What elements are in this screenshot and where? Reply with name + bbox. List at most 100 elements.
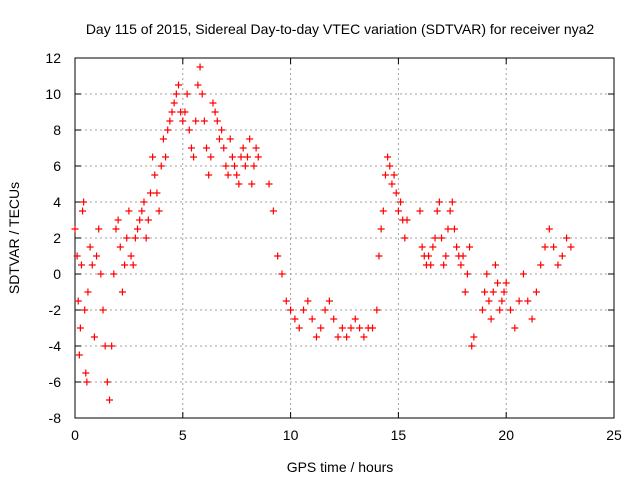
data-point — [468, 342, 476, 350]
data-point — [105, 396, 113, 404]
data-point — [75, 351, 83, 359]
y-tick-label: 0 — [53, 266, 61, 282]
chart-title: Day 115 of 2015, Sidereal Day-to-day VTE… — [86, 21, 595, 37]
data-point — [347, 324, 355, 332]
x-tick-label: 5 — [179, 427, 187, 443]
data-point — [83, 378, 91, 386]
data-point — [73, 252, 81, 260]
data-point — [250, 162, 258, 170]
data-point — [481, 288, 489, 296]
y-axis-label: SDTVAR / TECUs — [6, 182, 22, 294]
data-point — [369, 324, 377, 332]
y-tick-label: -2 — [49, 302, 62, 318]
x-tick-label: 20 — [498, 427, 514, 443]
data-point — [235, 180, 243, 188]
data-point — [300, 306, 308, 314]
data-point — [153, 189, 161, 197]
data-point — [149, 153, 157, 161]
y-tick-label: 8 — [53, 122, 61, 138]
data-point — [491, 261, 499, 269]
data-point — [444, 225, 452, 233]
data-point — [338, 324, 346, 332]
data-point — [321, 306, 329, 314]
data-point — [388, 180, 396, 188]
data-point — [453, 243, 461, 251]
data-point — [330, 315, 338, 323]
data-point — [164, 126, 172, 134]
data-point — [76, 324, 84, 332]
data-point — [192, 117, 200, 125]
data-point — [112, 225, 120, 233]
data-point — [127, 252, 135, 260]
data-point — [483, 270, 491, 278]
data-point — [485, 297, 493, 305]
data-point — [159, 135, 167, 143]
data-point — [248, 180, 256, 188]
data-point — [461, 288, 469, 296]
data-point — [274, 252, 282, 260]
data-point — [101, 342, 109, 350]
data-point — [114, 216, 122, 224]
data-point — [168, 108, 176, 116]
data-point — [519, 270, 527, 278]
y-tick-label: 6 — [53, 158, 61, 174]
data-point — [88, 261, 96, 269]
data-point — [528, 315, 536, 323]
axis-ticks: 0 5 10 15 20 25 -8 -6 -4 -2 0 2 4 6 8 10 12 — [45, 50, 622, 443]
data-point — [438, 234, 446, 242]
data-point — [265, 180, 273, 188]
data-point — [224, 171, 232, 179]
data-point — [80, 198, 88, 206]
data-point — [282, 297, 290, 305]
data-point — [226, 135, 234, 143]
data-point — [172, 90, 180, 98]
data-point — [431, 234, 439, 242]
data-point — [74, 297, 82, 305]
data-point — [99, 306, 107, 314]
data-point — [498, 297, 506, 305]
data-point — [190, 153, 198, 161]
data-point — [470, 333, 478, 341]
data-point — [131, 234, 139, 242]
data-point — [295, 324, 303, 332]
data-point — [231, 162, 239, 170]
data-point — [386, 162, 394, 170]
data-point — [496, 306, 504, 314]
data-point — [563, 234, 571, 242]
data-point — [360, 333, 368, 341]
data-point — [123, 234, 131, 242]
data-point — [254, 153, 262, 161]
data-point — [79, 207, 87, 215]
data-point — [532, 288, 540, 296]
data-point — [142, 234, 150, 242]
data-point — [237, 153, 245, 161]
data-point — [379, 207, 387, 215]
data-point — [487, 315, 495, 323]
data-point — [384, 153, 392, 161]
data-point — [435, 198, 443, 206]
data-point — [450, 225, 458, 233]
data-point — [397, 198, 405, 206]
data-point — [403, 216, 411, 224]
data-point — [103, 378, 111, 386]
y-tick-label: 2 — [53, 230, 61, 246]
data-point — [121, 261, 129, 269]
data-point — [377, 225, 385, 233]
data-point — [136, 216, 144, 224]
data-point — [222, 162, 230, 170]
data-point — [304, 297, 312, 305]
data-point — [146, 189, 154, 197]
data-point — [140, 198, 148, 206]
data-point — [502, 279, 510, 287]
data-point — [463, 270, 471, 278]
data-point — [205, 171, 213, 179]
y-tick-label: 10 — [45, 86, 61, 102]
data-point — [196, 63, 204, 71]
data-point — [82, 369, 90, 377]
data-point — [291, 315, 299, 323]
data-point — [203, 144, 211, 152]
x-tick-label: 10 — [283, 427, 299, 443]
data-point — [401, 234, 409, 242]
data-point — [118, 288, 126, 296]
